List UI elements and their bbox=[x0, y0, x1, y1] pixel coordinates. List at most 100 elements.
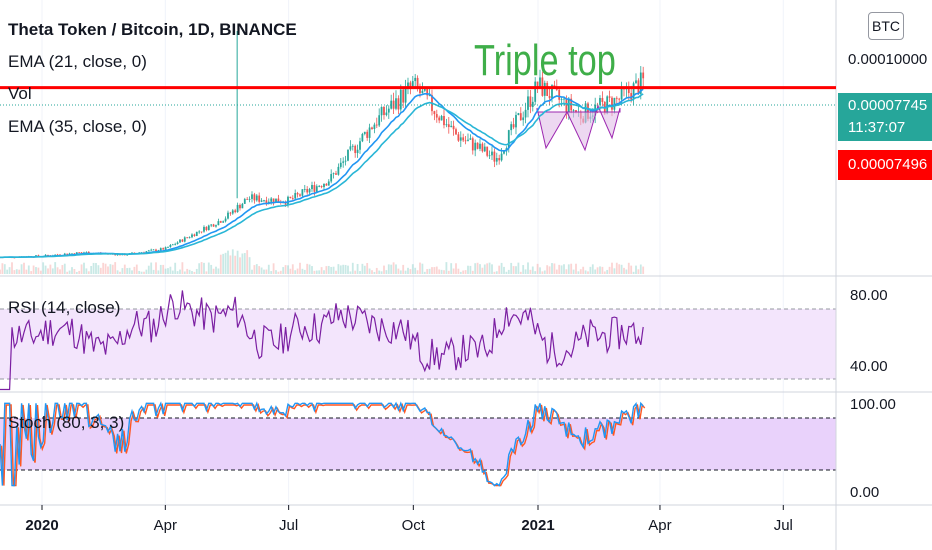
candle-body bbox=[80, 252, 83, 254]
candle-body bbox=[212, 224, 215, 227]
candle-body bbox=[488, 155, 491, 157]
volume-bar bbox=[423, 271, 426, 274]
volume-bar bbox=[8, 267, 11, 274]
volume-bar bbox=[539, 267, 541, 274]
volume-bar bbox=[476, 262, 479, 274]
candle-body bbox=[68, 253, 71, 255]
vol-legend[interactable]: Vol bbox=[8, 84, 32, 103]
volume-bar bbox=[284, 265, 287, 274]
volume-bar bbox=[143, 271, 145, 274]
volume-bar bbox=[68, 270, 71, 274]
volume-bar bbox=[176, 271, 179, 274]
volume-bar bbox=[572, 269, 575, 274]
rsi-legend[interactable]: RSI (14, close) bbox=[8, 298, 121, 317]
volume-bar bbox=[99, 267, 102, 274]
volume-bar bbox=[440, 269, 443, 274]
candle-body bbox=[229, 212, 232, 214]
candle-body bbox=[428, 95, 431, 96]
volume-bar bbox=[368, 268, 371, 274]
candle-body bbox=[303, 189, 306, 190]
candle-body bbox=[409, 82, 412, 87]
ema21-legend[interactable]: EMA (21, close, 0) bbox=[8, 52, 147, 71]
currency-badge[interactable]: BTC bbox=[868, 12, 904, 40]
candle-body bbox=[150, 249, 153, 251]
candle-body bbox=[402, 89, 405, 103]
candle-body bbox=[219, 221, 222, 223]
candle-body bbox=[332, 173, 335, 175]
volume-bar bbox=[306, 263, 309, 274]
candle-body bbox=[155, 249, 157, 251]
volume-bar bbox=[519, 271, 522, 274]
candle-body bbox=[323, 183, 325, 188]
volume-bar bbox=[37, 267, 40, 274]
candle-body bbox=[145, 251, 148, 253]
candle-body bbox=[188, 237, 191, 239]
volume-bar bbox=[231, 249, 234, 274]
rsi-line bbox=[0, 290, 644, 391]
volume-bar bbox=[409, 269, 412, 274]
volume-bar bbox=[450, 263, 453, 274]
triple-top-pattern[interactable] bbox=[536, 104, 621, 152]
volume-bar bbox=[186, 268, 189, 274]
volume-bar bbox=[356, 263, 359, 274]
candle-body bbox=[423, 88, 426, 91]
volume-bar bbox=[251, 269, 253, 274]
volume-bar bbox=[397, 268, 400, 274]
volume-bar bbox=[567, 264, 570, 274]
candle-body bbox=[354, 145, 357, 154]
candle-body bbox=[227, 212, 229, 219]
volume-bar bbox=[15, 269, 18, 274]
candle-body bbox=[301, 189, 304, 196]
stoch-band bbox=[0, 418, 836, 470]
candle-body bbox=[85, 251, 88, 253]
price-axis-label: 0.00010000 bbox=[848, 51, 927, 68]
volume-bar bbox=[457, 268, 460, 274]
ema35-legend[interactable]: EMA (35, close, 0) bbox=[8, 117, 147, 136]
candle-body bbox=[167, 247, 169, 248]
triple-top-annotation[interactable]: Triple top bbox=[474, 36, 616, 85]
candle-body bbox=[37, 255, 40, 257]
volume-bar bbox=[332, 266, 335, 274]
volume-bar bbox=[385, 270, 388, 274]
volume-bar bbox=[291, 264, 294, 274]
time-axis[interactable]: 2020 Apr Jul Oct 2021 Apr Jul bbox=[25, 505, 793, 534]
volume-bar bbox=[524, 269, 527, 274]
volume-bar bbox=[599, 266, 601, 274]
volume-bar bbox=[428, 268, 431, 274]
candle-body bbox=[536, 81, 539, 88]
volume-bar bbox=[111, 264, 114, 274]
stoch-legend[interactable]: Stoch (80, 3, 3) bbox=[8, 413, 125, 432]
volume-bar bbox=[215, 266, 217, 274]
candle-body bbox=[553, 85, 556, 87]
volume-bar bbox=[35, 267, 37, 274]
candle-body bbox=[73, 253, 76, 255]
volume-bar bbox=[23, 262, 25, 274]
candle-body bbox=[587, 103, 589, 119]
candle-body bbox=[335, 173, 337, 175]
last-price-value: 0.00007745 bbox=[848, 97, 928, 114]
candle-body bbox=[375, 124, 378, 126]
volume-bar bbox=[565, 269, 568, 274]
volume-bar bbox=[402, 264, 405, 274]
candle-body bbox=[464, 140, 467, 142]
candle-body bbox=[243, 199, 246, 204]
candle-body bbox=[342, 161, 345, 163]
time-axis-label: Apr bbox=[648, 517, 671, 534]
volume-bar bbox=[299, 262, 301, 274]
ema-35-line bbox=[0, 93, 644, 259]
volume-bar bbox=[510, 262, 513, 274]
candle-body bbox=[339, 162, 342, 167]
candle-body bbox=[325, 183, 328, 186]
volume-bar bbox=[639, 264, 642, 274]
candle-body bbox=[359, 141, 361, 150]
candle-body bbox=[371, 127, 373, 129]
candle-body bbox=[195, 231, 198, 236]
volume-bar bbox=[277, 271, 280, 274]
candle-body bbox=[344, 160, 347, 162]
volume-bar bbox=[642, 266, 645, 274]
volume-bar bbox=[342, 264, 345, 274]
time-axis-label: Jul bbox=[279, 517, 298, 534]
candle-body bbox=[248, 198, 251, 200]
candle-body bbox=[347, 149, 349, 161]
